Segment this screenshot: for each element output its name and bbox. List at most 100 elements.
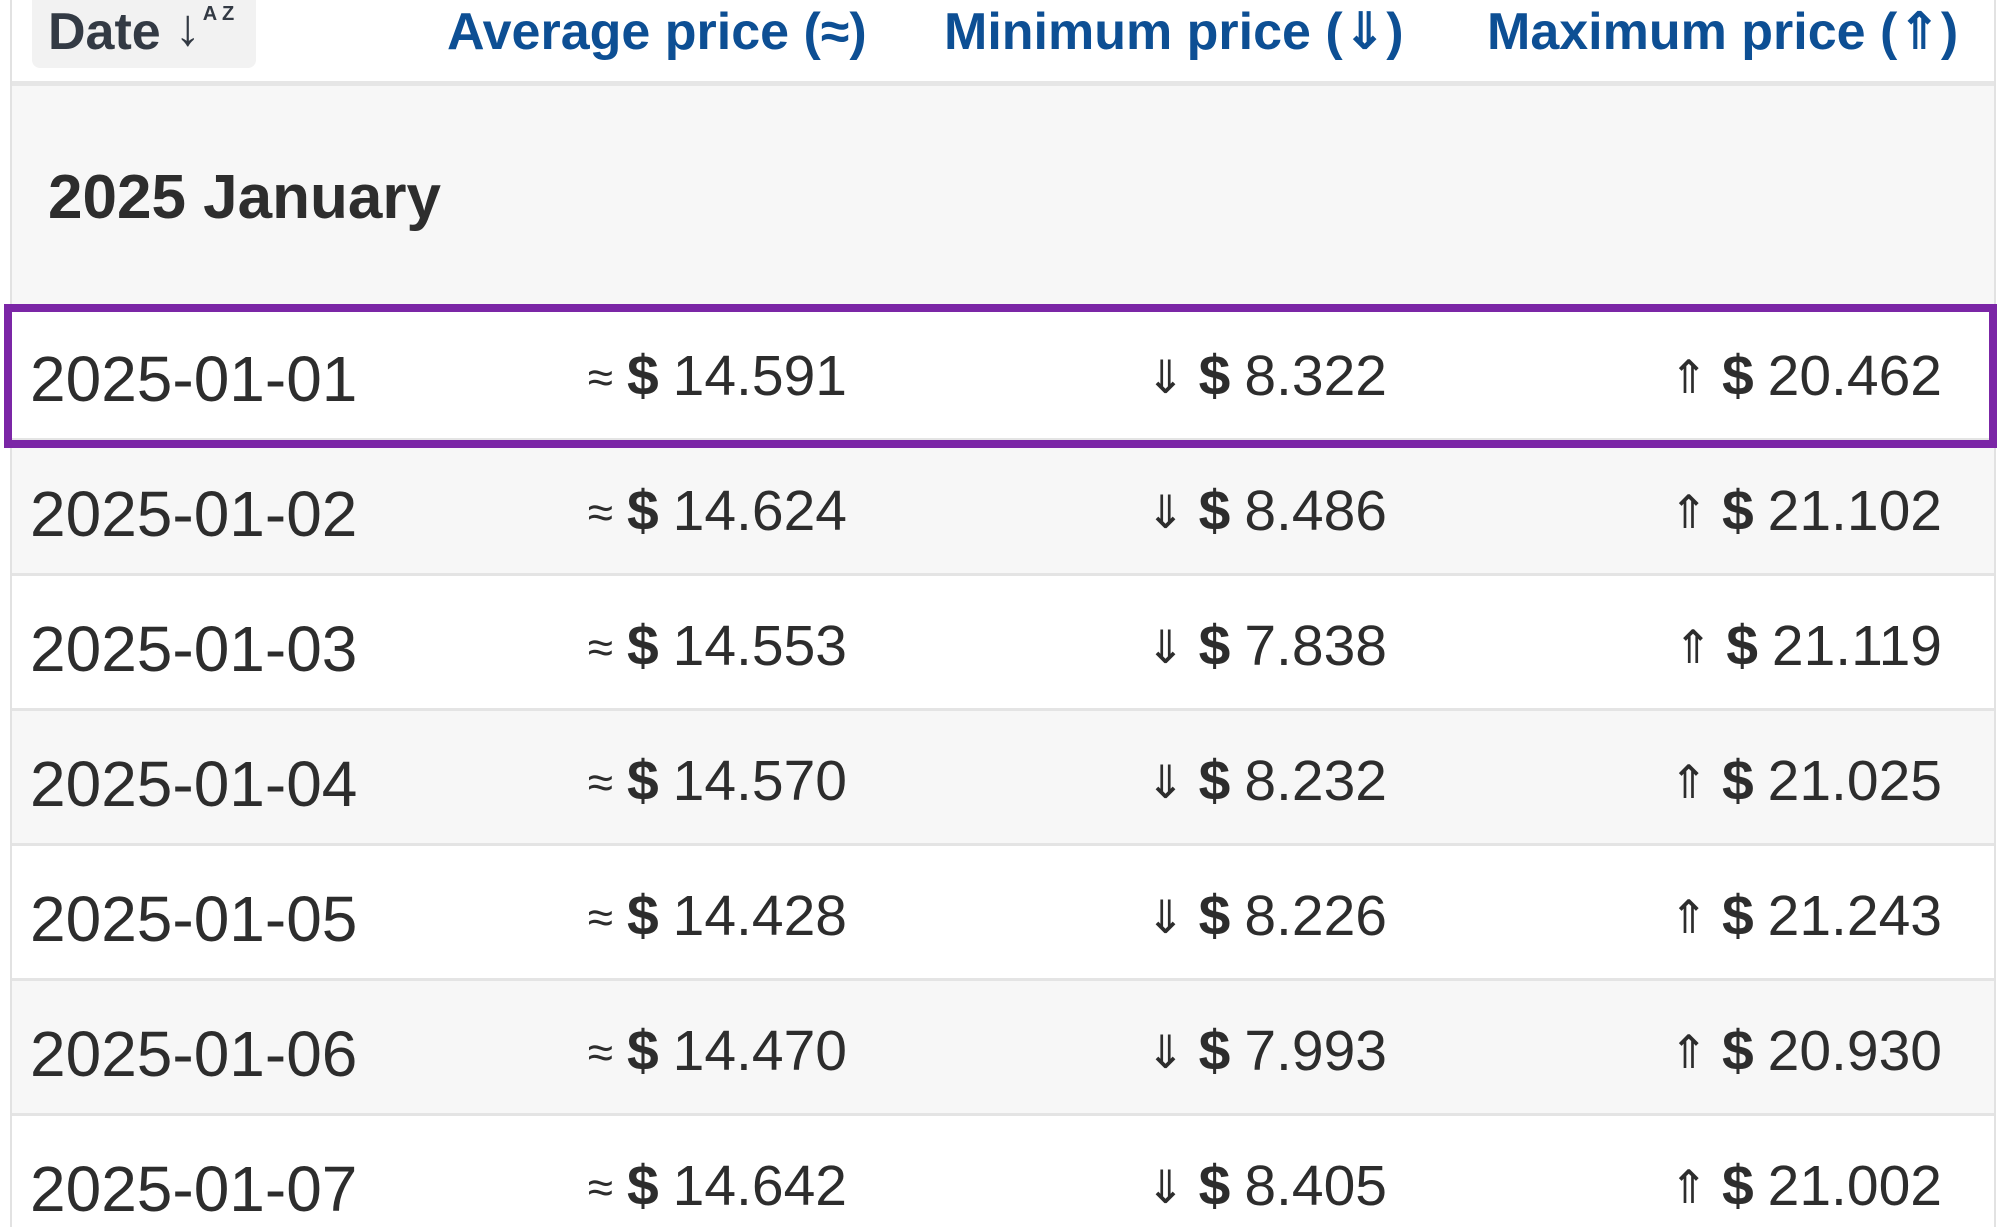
price-value: 21.002 (1767, 1154, 1942, 1218)
currency-symbol: $ (1198, 1019, 1231, 1083)
currency-symbol: $ (626, 479, 659, 543)
table-row[interactable]: 2025-01-05 ≈ $14.428 ⇓ $8.226 ⇑ $21.243 (12, 846, 1994, 981)
approx-icon: ≈ (587, 1026, 613, 1078)
table-row[interactable]: 2025-01-02 ≈ $14.624 ⇓ $8.486 ⇑ $21.102 (12, 441, 1994, 576)
price-value: 21.119 (1771, 614, 1942, 678)
sort-ascending-icon[interactable]: ↓ A Z (174, 0, 235, 57)
price-value: 8.405 (1244, 1154, 1387, 1218)
row-date: 2025-01-02 (30, 478, 358, 550)
row-average-price: ≈ $14.591 (588, 306, 847, 441)
currency-symbol: $ (1198, 884, 1231, 948)
currency-symbol: $ (1198, 614, 1231, 678)
price-value: 21.025 (1767, 749, 1942, 813)
table-header: Date ↓ A Z Average price (≈) Minimum price… (12, 0, 1994, 86)
month-group-row (12, 86, 1994, 306)
currency-symbol: $ (1721, 344, 1754, 408)
double-arrow-down-icon: ⇓ (1146, 486, 1185, 538)
currency-symbol: $ (1198, 479, 1231, 543)
row-maximum-price: ⇑ $20.930 (1669, 981, 1942, 1116)
currency-symbol: $ (626, 1154, 659, 1218)
date-header-label: Date (48, 3, 161, 61)
currency-symbol: $ (626, 749, 659, 813)
row-maximum-price: ⇑ $20.462 (1669, 306, 1942, 441)
double-arrow-up-icon: ⇑ (1673, 621, 1713, 673)
price-value: 7.993 (1244, 1019, 1387, 1083)
row-maximum-price: ⇑ $21.102 (1669, 441, 1942, 576)
approx-icon: ≈ (587, 891, 613, 943)
price-value: 8.226 (1244, 884, 1387, 948)
price-value: 14.642 (672, 1154, 847, 1218)
price-value: 8.486 (1244, 479, 1387, 543)
row-maximum-price: ⇑ $21.243 (1669, 846, 1942, 981)
currency-symbol: $ (1721, 749, 1754, 813)
double-arrow-down-icon: ⇓ (1146, 756, 1185, 808)
double-arrow-up-icon: ⇑ (1669, 891, 1708, 943)
table-row[interactable]: 2025-01-06 ≈ $14.470 ⇓ $7.993 ⇑ $20.930 (12, 981, 1994, 1116)
table-row[interactable]: 2025-01-07 ≈ $14.642 ⇓ $8.405 ⇑ $21.002 (12, 1116, 1994, 1227)
double-arrow-down-icon: ⇓ (1146, 1026, 1185, 1078)
average-price-column-header[interactable]: Average price (≈) (447, 3, 867, 61)
price-value: 20.462 (1767, 344, 1942, 408)
row-minimum-price: ⇓ $8.486 (1146, 441, 1387, 576)
month-group-title: 2025 January (48, 163, 441, 232)
row-average-price: ≈ $14.624 (588, 441, 847, 576)
double-arrow-down-icon: ⇓ (1146, 351, 1185, 403)
price-value: 20.930 (1767, 1019, 1942, 1083)
price-value: 14.553 (672, 614, 847, 678)
table-row[interactable]: 2025-01-01 ≈ $14.591 ⇓ $8.322 ⇑ $20.462 (12, 306, 1994, 441)
currency-symbol: $ (626, 614, 659, 678)
currency-symbol: $ (1721, 1019, 1754, 1083)
double-arrow-up-icon: ⇑ (1669, 1026, 1708, 1078)
double-arrow-down-icon: ⇓ (1146, 891, 1185, 943)
price-value: 14.591 (672, 344, 847, 408)
row-maximum-price: ⇑ $21.025 (1669, 711, 1942, 846)
row-average-price: ≈ $14.470 (588, 981, 847, 1116)
row-minimum-price: ⇓ $8.322 (1146, 306, 1387, 441)
row-date: 2025-01-03 (30, 613, 358, 685)
approx-icon: ≈ (587, 621, 613, 673)
row-date: 2025-01-01 (30, 343, 358, 415)
price-value: 21.102 (1767, 479, 1942, 543)
currency-symbol: $ (1198, 1154, 1231, 1218)
currency-symbol: $ (1721, 479, 1754, 543)
double-arrow-up-icon: ⇑ (1669, 486, 1708, 538)
approx-icon: ≈ (587, 351, 613, 403)
row-average-price: ≈ $14.553 (588, 576, 847, 711)
row-minimum-price: ⇓ $8.226 (1146, 846, 1387, 981)
date-column-header[interactable]: Date ↓ A Z (32, 0, 256, 68)
currency-symbol: $ (626, 884, 659, 948)
currency-symbol: $ (1726, 614, 1758, 678)
maximum-price-column-header[interactable]: Maximum price (⇑) (1487, 3, 1959, 61)
row-date: 2025-01-07 (30, 1153, 358, 1225)
table-row[interactable]: 2025-01-03 ≈ $14.553 ⇓ $7.838 ⇑ $21.119 (12, 576, 1994, 711)
row-minimum-price: ⇓ $8.405 (1146, 1116, 1387, 1227)
price-value: 14.570 (672, 749, 847, 813)
price-value: 14.470 (672, 1019, 847, 1083)
approx-icon: ≈ (587, 756, 613, 808)
approx-icon: ≈ (587, 1161, 613, 1213)
price-value: 7.838 (1244, 614, 1387, 678)
minimum-price-column-header[interactable]: Minimum price (⇓) (944, 3, 1404, 61)
double-arrow-up-icon: ⇑ (1669, 756, 1708, 808)
row-date: 2025-01-04 (30, 748, 358, 820)
double-arrow-up-icon: ⇑ (1669, 351, 1708, 403)
currency-symbol: $ (626, 1019, 659, 1083)
double-arrow-down-icon: ⇓ (1146, 1161, 1185, 1213)
row-maximum-price: ⇑ $21.002 (1669, 1116, 1942, 1227)
row-average-price: ≈ $14.642 (588, 1116, 847, 1227)
row-date: 2025-01-05 (30, 883, 358, 955)
double-arrow-up-icon: ⇑ (1669, 1161, 1708, 1213)
currency-symbol: $ (1721, 1154, 1754, 1218)
row-average-price: ≈ $14.428 (588, 846, 847, 981)
row-minimum-price: ⇓ $8.232 (1146, 711, 1387, 846)
currency-symbol: $ (1721, 884, 1754, 948)
price-table: Date ↓ A Z Average price (≈) Minimum price… (10, 0, 1996, 1227)
row-minimum-price: ⇓ $7.838 (1146, 576, 1387, 711)
table-row[interactable]: 2025-01-04 ≈ $14.570 ⇓ $8.232 ⇑ $21.025 (12, 711, 1994, 846)
currency-symbol: $ (1198, 749, 1231, 813)
price-value: 14.428 (672, 884, 847, 948)
row-maximum-price: ⇑ $21.119 (1674, 576, 1942, 711)
price-value: 21.243 (1767, 884, 1942, 948)
row-minimum-price: ⇓ $7.993 (1146, 981, 1387, 1116)
